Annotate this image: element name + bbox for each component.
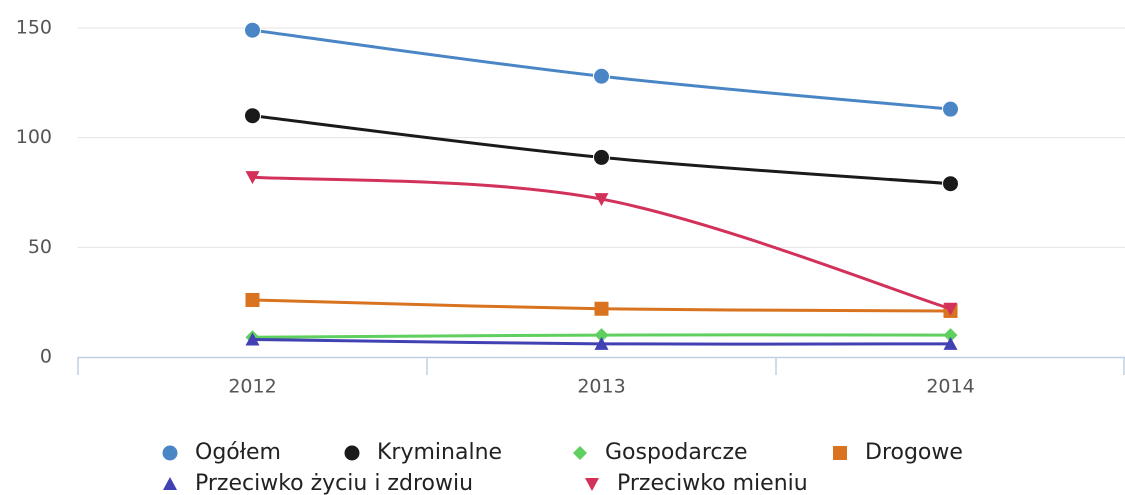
legend-marker (161, 444, 179, 462)
y-tick-label: 150 (16, 17, 52, 39)
point (943, 302, 958, 316)
point (943, 336, 958, 350)
x-tick-label: 2013 (577, 376, 625, 398)
legend-marker (163, 477, 177, 490)
legend-label: Kryminalne (377, 440, 502, 465)
legend-label: Przeciwko życiu i zdrowiu (195, 471, 473, 495)
y-tick-label: 50 (28, 236, 52, 258)
point (942, 100, 959, 118)
point (244, 21, 261, 39)
point (593, 148, 610, 166)
legend-marker (343, 444, 361, 462)
point (593, 67, 610, 85)
legend-label: Przeciwko mieniu (617, 471, 808, 495)
point (594, 328, 609, 343)
legend-label: Drogowe (865, 440, 963, 465)
point (245, 171, 260, 185)
point (594, 336, 609, 350)
legend-label: Ogółem (195, 440, 281, 465)
point (594, 301, 609, 316)
point (942, 175, 959, 193)
point (943, 328, 958, 343)
y-tick-label: 0 (40, 346, 52, 368)
x-tick-label: 2012 (228, 376, 276, 398)
legend-marker (833, 446, 847, 460)
point (244, 107, 261, 125)
point (245, 332, 260, 346)
legend-marker (585, 478, 599, 491)
point (245, 292, 260, 307)
legend-label: Gospodarcze (605, 440, 748, 465)
y-tick-label: 100 (16, 126, 52, 148)
legend-marker (573, 446, 587, 460)
x-tick-label: 2014 (926, 376, 974, 398)
point (594, 193, 609, 207)
